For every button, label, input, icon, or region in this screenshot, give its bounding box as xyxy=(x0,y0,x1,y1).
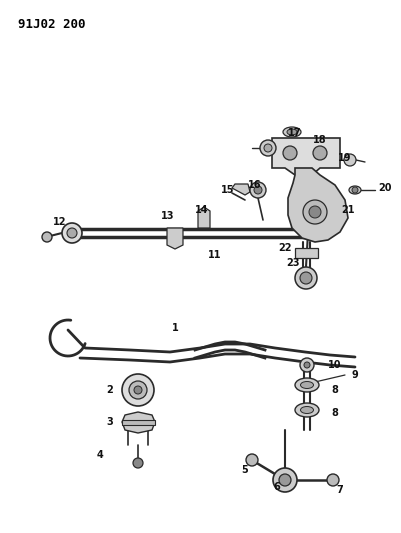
Circle shape xyxy=(62,223,82,243)
Text: 12: 12 xyxy=(53,217,67,227)
Text: 20: 20 xyxy=(378,183,392,193)
Ellipse shape xyxy=(300,407,314,414)
Circle shape xyxy=(264,144,272,152)
Text: 14: 14 xyxy=(195,205,209,215)
Text: 3: 3 xyxy=(107,417,113,427)
Text: 6: 6 xyxy=(273,482,280,492)
Polygon shape xyxy=(198,207,210,228)
Circle shape xyxy=(309,206,321,218)
Text: 23: 23 xyxy=(286,258,300,268)
Text: 15: 15 xyxy=(221,185,235,195)
Text: 18: 18 xyxy=(313,135,327,145)
Circle shape xyxy=(300,358,314,372)
Ellipse shape xyxy=(283,127,301,137)
Ellipse shape xyxy=(295,403,319,417)
Text: 11: 11 xyxy=(208,250,222,260)
Text: 4: 4 xyxy=(97,450,103,460)
Text: 8: 8 xyxy=(332,408,338,418)
Circle shape xyxy=(303,200,327,224)
Polygon shape xyxy=(167,228,183,249)
Text: 17: 17 xyxy=(288,128,302,138)
Polygon shape xyxy=(288,168,348,242)
Text: 8: 8 xyxy=(332,385,338,395)
Circle shape xyxy=(344,154,356,166)
Ellipse shape xyxy=(300,382,314,389)
Circle shape xyxy=(250,182,266,198)
Polygon shape xyxy=(272,138,340,175)
Ellipse shape xyxy=(349,186,361,194)
Circle shape xyxy=(129,381,147,399)
Polygon shape xyxy=(122,412,155,433)
Circle shape xyxy=(134,386,142,394)
Text: 10: 10 xyxy=(328,360,342,370)
Text: 13: 13 xyxy=(161,211,175,221)
Ellipse shape xyxy=(295,378,319,392)
Circle shape xyxy=(260,140,276,156)
Text: 19: 19 xyxy=(338,153,352,163)
Text: 22: 22 xyxy=(278,243,292,253)
Text: 7: 7 xyxy=(336,485,343,495)
Text: 1: 1 xyxy=(172,323,178,333)
Circle shape xyxy=(327,474,339,486)
Text: 16: 16 xyxy=(248,180,262,190)
Circle shape xyxy=(295,267,317,289)
Text: 5: 5 xyxy=(242,465,248,475)
Polygon shape xyxy=(295,248,318,258)
Circle shape xyxy=(300,272,312,284)
Polygon shape xyxy=(122,420,155,425)
Circle shape xyxy=(254,186,262,194)
Circle shape xyxy=(352,187,358,193)
Circle shape xyxy=(67,228,77,238)
Circle shape xyxy=(279,474,291,486)
Circle shape xyxy=(283,146,297,160)
Circle shape xyxy=(304,362,310,368)
Circle shape xyxy=(42,232,52,242)
Circle shape xyxy=(313,146,327,160)
Text: 2: 2 xyxy=(107,385,113,395)
Circle shape xyxy=(133,458,143,468)
Circle shape xyxy=(273,468,297,492)
Polygon shape xyxy=(232,184,250,195)
Text: 21: 21 xyxy=(341,205,355,215)
Circle shape xyxy=(122,374,154,406)
Text: 91J02 200: 91J02 200 xyxy=(18,18,85,31)
Text: 9: 9 xyxy=(352,370,358,380)
Ellipse shape xyxy=(287,129,297,135)
Circle shape xyxy=(246,454,258,466)
